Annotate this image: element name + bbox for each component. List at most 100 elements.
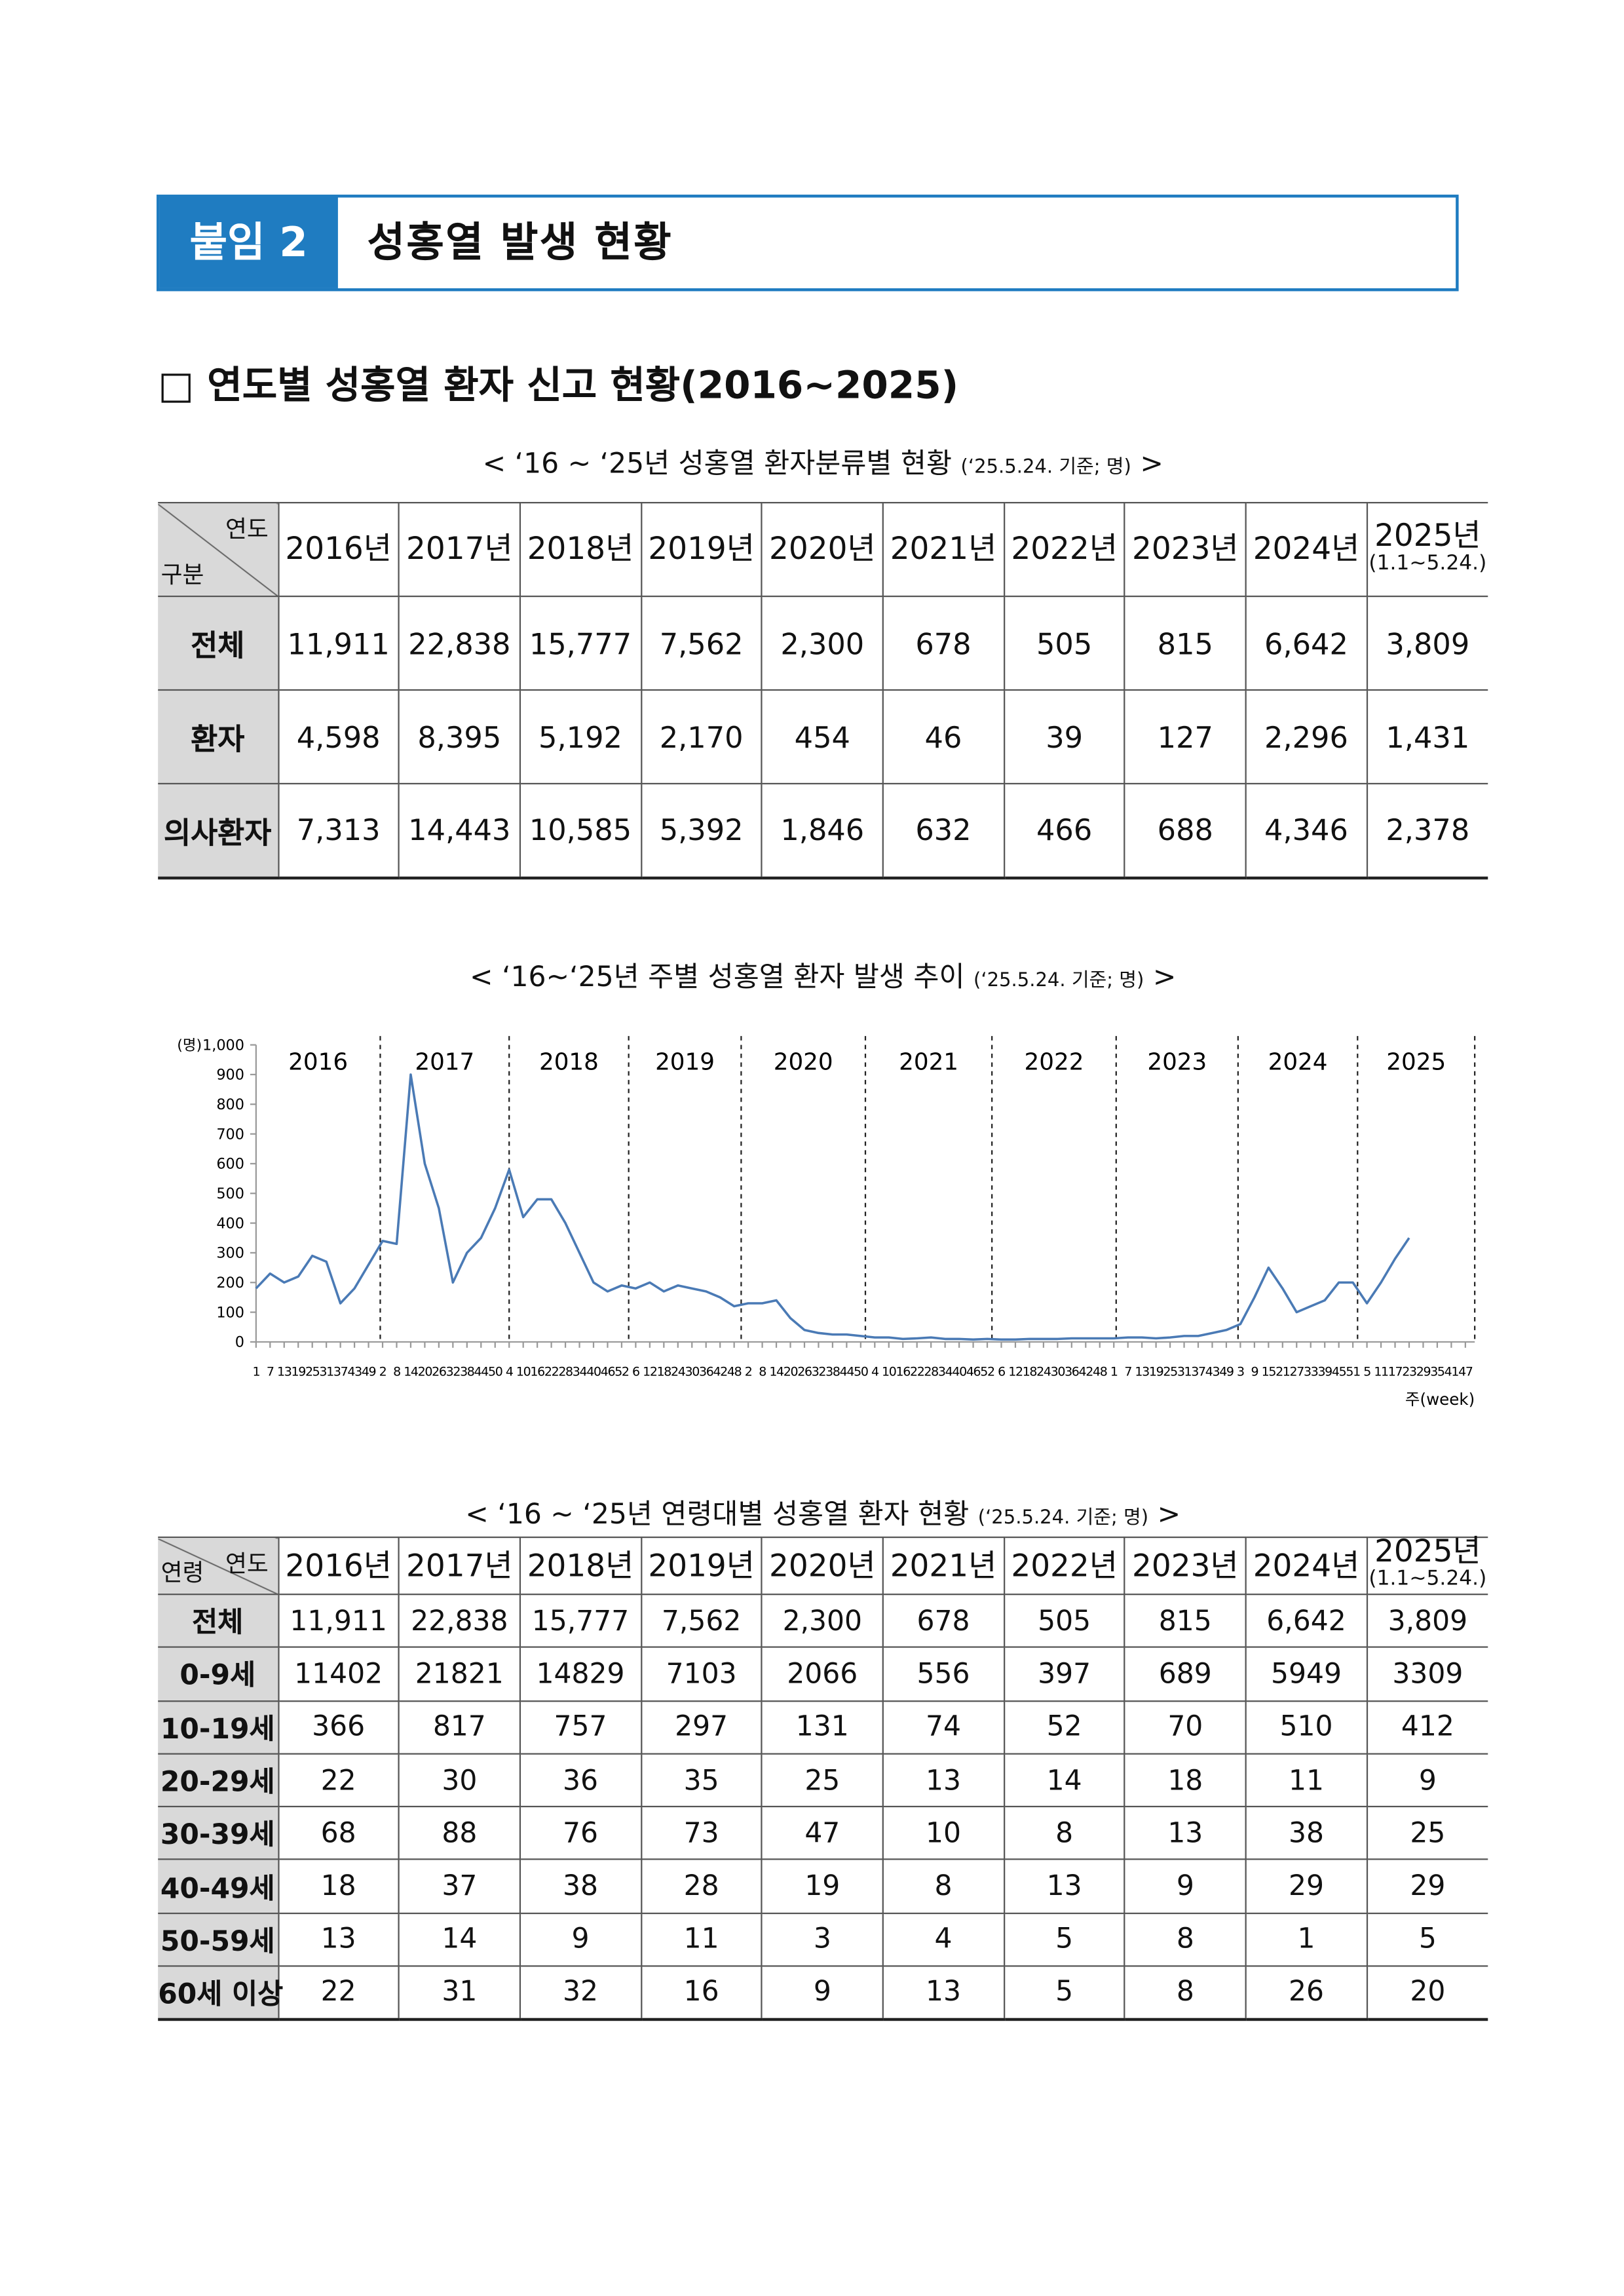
x-tick-label: 4 — [871, 1364, 878, 1379]
cell: 9 — [761, 1965, 884, 2021]
data-row: 의사환자 7,313 14,443 10,585 5,392 1,846 632 466 688… — [158, 782, 1488, 879]
cell: 3 — [761, 1912, 884, 1967]
cell: 3,809 — [1366, 595, 1488, 691]
year-label: 2020 — [774, 1049, 833, 1076]
year-header: 2025년 (1.1~5.24.) — [1366, 1536, 1488, 1596]
cell: 26 — [1245, 1965, 1368, 2021]
x-tick-label: 28 — [924, 1364, 938, 1379]
x-tick-label: 36 — [699, 1364, 713, 1379]
cell: 13 — [882, 1753, 1005, 1808]
cell: 4,598 — [277, 689, 400, 785]
x-tick-label: 20 — [418, 1364, 432, 1379]
cell: 28 — [640, 1859, 763, 1914]
x-tick-label: 40 — [952, 1364, 966, 1379]
x-tick-label: 50 — [854, 1364, 868, 1379]
x-tick-label: 21 — [1275, 1364, 1290, 1379]
year-header: 2024년 — [1245, 1536, 1368, 1596]
cell: 46 — [882, 689, 1005, 785]
caption-note: (‘25.5.24. 기준; 명) — [973, 970, 1144, 993]
x-tick-label: 34 — [938, 1364, 953, 1379]
y-tick-label: 400 — [216, 1215, 244, 1232]
row-label: 60세 이상 — [158, 1965, 283, 2021]
x-tick-label: 52 — [614, 1364, 629, 1379]
cell: 52 — [1003, 1700, 1126, 1755]
cell: 505 — [1003, 1594, 1126, 1649]
cell: 7,313 — [277, 782, 400, 879]
cell: 88 — [398, 1806, 521, 1861]
x-tick-label: 13 — [277, 1364, 292, 1379]
corner-top: 연도 — [225, 1550, 269, 1578]
cell: 37 — [398, 1859, 521, 1914]
year-note: (1.1~5.24.) — [1369, 550, 1487, 575]
cell: 31 — [398, 1965, 521, 2021]
x-tick-label: 16 — [530, 1364, 544, 1379]
data-row: 0-9세 11402 21821 14829 7103 2066 556 397 689 5949… — [158, 1647, 1488, 1702]
year-label: 2020년 — [769, 531, 876, 567]
cell: 5,392 — [640, 782, 763, 879]
cell: 6,642 — [1245, 1594, 1368, 1649]
cell: 8,395 — [398, 689, 521, 785]
cell: 2066 — [761, 1647, 884, 1702]
x-tick-label: 30 — [1051, 1364, 1065, 1379]
caption: < ‘16 ~ ‘25년 연령대별 성홍열 환자 현황 (‘25.5.24. 기… — [158, 1493, 1488, 1532]
x-tick-label: 30 — [685, 1364, 700, 1379]
row-label: 의사환자 — [158, 782, 279, 879]
cell: 2,300 — [761, 595, 884, 691]
year-header: 2023년 — [1124, 1536, 1247, 1596]
year-header: 2022년 — [1003, 502, 1126, 598]
data-line — [255, 1073, 1410, 1341]
x-tick-label: 51 — [1346, 1364, 1360, 1379]
x-tick-label: 12 — [643, 1364, 657, 1379]
year-header: 2024년 — [1245, 502, 1368, 598]
caption: < ‘16~‘25년 주별 성홍열 환자 발생 추이 (‘25.5.24. 기준… — [158, 955, 1488, 995]
cell: 466 — [1003, 782, 1126, 879]
x-tick-label: 8 — [759, 1364, 766, 1379]
cell: 8 — [1124, 1965, 1247, 2021]
x-tick-label: 26 — [432, 1364, 446, 1379]
data-row: 40-49세 18 37 38 28 19 8 13 9 29 29 — [158, 1859, 1488, 1914]
x-tick-label: 42 — [713, 1364, 727, 1379]
cell: 70 — [1124, 1700, 1247, 1755]
cell: 10 — [882, 1806, 1005, 1861]
x-tick-label: 27 — [1290, 1364, 1304, 1379]
cell: 9 — [519, 1912, 642, 1967]
caption-end: > — [1157, 1498, 1181, 1531]
row-label: 20-29세 — [158, 1753, 279, 1808]
cell: 678 — [882, 1594, 1005, 1649]
cell: 4,346 — [1245, 782, 1368, 879]
cell: 35 — [640, 1753, 763, 1808]
year-label: 2021년 — [890, 531, 997, 567]
x-tick-label: 16 — [896, 1364, 911, 1379]
cell: 13 — [1003, 1859, 1126, 1914]
x-tick-label: 20 — [784, 1364, 798, 1379]
corner-cell: 연도 연령 — [158, 1536, 279, 1596]
cell: 5 — [1366, 1912, 1488, 1967]
year-header: 2019년 — [640, 502, 763, 598]
x-tick-label: 9 — [1251, 1364, 1258, 1379]
cell: 505 — [1003, 595, 1126, 691]
x-tick-label: 6 — [632, 1364, 639, 1379]
x-tick-label: 50 — [488, 1364, 502, 1379]
caption-end: > — [1140, 448, 1163, 480]
x-tick-label: 22 — [544, 1364, 559, 1379]
x-tick-label: 10 — [516, 1364, 531, 1379]
year-note: (1.1~5.24.) — [1369, 1567, 1487, 1591]
x-tick-label: 4 — [506, 1364, 513, 1379]
x-tick-label: 24 — [1036, 1364, 1051, 1379]
header-badge: 붙임 2 — [159, 197, 338, 288]
cell: 1 — [1245, 1912, 1368, 1967]
cell: 15,777 — [519, 1594, 642, 1649]
year-label: 2016 — [288, 1049, 348, 1076]
year-header: 2022년 — [1003, 1536, 1126, 1596]
y-tick-label: 900 — [216, 1067, 244, 1084]
caption-end: > — [1152, 961, 1177, 994]
caption-text: < ‘16~‘25년 주별 성홍열 환자 발생 추이 — [470, 961, 965, 994]
cell: 1,431 — [1366, 689, 1488, 785]
x-tick-label: 18 — [1023, 1364, 1037, 1379]
x-tick-label: 37 — [1191, 1364, 1205, 1379]
year-label: 2025년 — [1374, 517, 1481, 553]
x-tick-label: 14 — [769, 1364, 784, 1379]
cell: 19 — [761, 1859, 884, 1914]
x-tick-label: 42 — [1079, 1364, 1093, 1379]
